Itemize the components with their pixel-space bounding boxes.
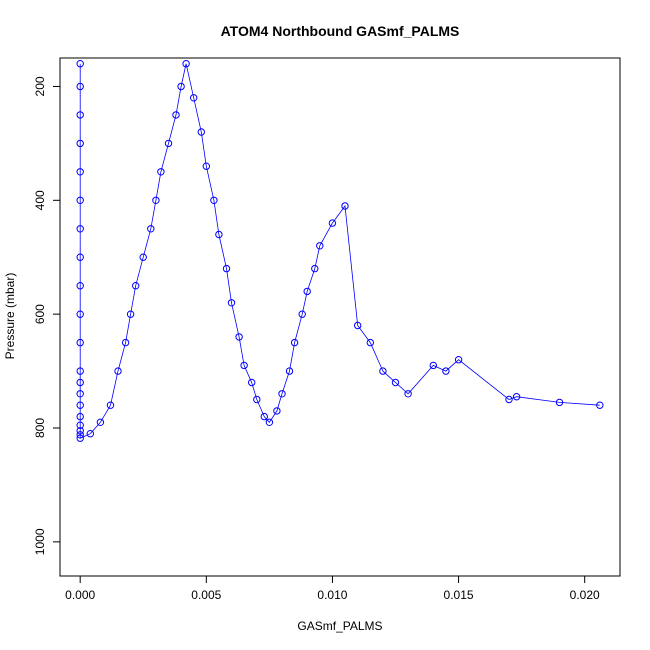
y-tick-label: 800 xyxy=(33,418,47,438)
series-line xyxy=(79,63,600,439)
data-point xyxy=(76,111,84,119)
data-point xyxy=(76,431,84,439)
data-point xyxy=(106,401,115,409)
data-point xyxy=(182,60,190,68)
data-point xyxy=(222,264,231,273)
plot-frame xyxy=(59,57,621,577)
data-point xyxy=(442,367,450,375)
data-point xyxy=(512,393,521,401)
x-tick-label: 0.005 xyxy=(191,588,221,602)
data-point xyxy=(76,310,84,318)
data-point xyxy=(253,395,261,404)
data-point xyxy=(126,310,135,318)
data-point xyxy=(76,225,84,233)
data-point xyxy=(177,82,185,91)
data-point xyxy=(76,390,84,398)
data-point xyxy=(76,60,84,68)
plot-area xyxy=(76,60,604,442)
data-point xyxy=(132,282,140,290)
data-point xyxy=(76,253,84,261)
y-tick-label: 1000 xyxy=(33,528,47,555)
data-point xyxy=(235,333,243,341)
data-point xyxy=(152,196,160,205)
data-point xyxy=(273,407,281,415)
x-axis-label: GASmf_PALMS xyxy=(297,619,382,633)
x-axis: 0.000 0.005 0.010 0.015 0.020 xyxy=(65,575,600,602)
data-point xyxy=(76,82,84,91)
data-point xyxy=(76,434,84,442)
data-point xyxy=(210,196,218,205)
data-point xyxy=(114,367,122,375)
data-point xyxy=(227,299,236,307)
data-point xyxy=(76,378,84,387)
data-point xyxy=(316,242,324,250)
data-point xyxy=(429,361,437,370)
x-tick-label: 0.000 xyxy=(65,588,95,602)
x-tick-label: 0.015 xyxy=(444,588,474,602)
data-point xyxy=(197,128,206,136)
data-point xyxy=(555,398,564,407)
data-point xyxy=(354,321,362,330)
chart-title: ATOM4 Northbound GASmf_PALMS xyxy=(221,23,460,39)
data-point xyxy=(328,219,337,227)
data-point xyxy=(278,390,286,398)
data-point xyxy=(86,430,95,438)
data-point xyxy=(164,139,173,148)
data-point xyxy=(76,282,84,290)
data-point xyxy=(265,418,274,426)
data-point xyxy=(76,139,84,148)
data-point xyxy=(285,367,294,375)
data-point xyxy=(366,338,374,347)
data-point xyxy=(76,196,84,205)
data-point xyxy=(341,202,349,210)
data-point xyxy=(76,412,84,421)
y-tick-label: 600 xyxy=(33,304,47,324)
data-point xyxy=(76,401,84,409)
data-point xyxy=(248,378,256,387)
data-point xyxy=(596,401,604,409)
data-point xyxy=(311,264,319,273)
data-point xyxy=(298,310,306,318)
data-point xyxy=(505,395,513,404)
data-point xyxy=(76,421,84,429)
data-point xyxy=(76,338,84,347)
data-point xyxy=(379,367,387,375)
data-point xyxy=(76,427,84,435)
data-point xyxy=(147,225,155,233)
data-point xyxy=(96,418,105,426)
data-point xyxy=(190,94,198,102)
data-point xyxy=(172,111,180,119)
data-point xyxy=(240,361,248,370)
data-point xyxy=(454,356,463,364)
y-axis: 200 400 600 800 1000 xyxy=(33,76,61,555)
data-point xyxy=(215,230,223,239)
data-point xyxy=(157,168,165,176)
data-point xyxy=(139,253,147,261)
y-tick-label: 200 xyxy=(33,76,47,96)
y-tick-label: 400 xyxy=(33,190,47,210)
data-point xyxy=(391,378,400,387)
data-point xyxy=(290,338,299,347)
x-tick-label: 0.010 xyxy=(317,588,347,602)
data-point xyxy=(76,168,84,176)
data-point xyxy=(260,412,268,421)
data-point xyxy=(76,367,84,375)
x-tick-label: 0.020 xyxy=(570,588,600,602)
y-axis-label: Pressure (mbar) xyxy=(3,273,17,360)
data-point xyxy=(202,162,211,170)
data-point xyxy=(404,390,412,398)
data-point xyxy=(121,338,130,347)
data-point xyxy=(303,287,311,296)
